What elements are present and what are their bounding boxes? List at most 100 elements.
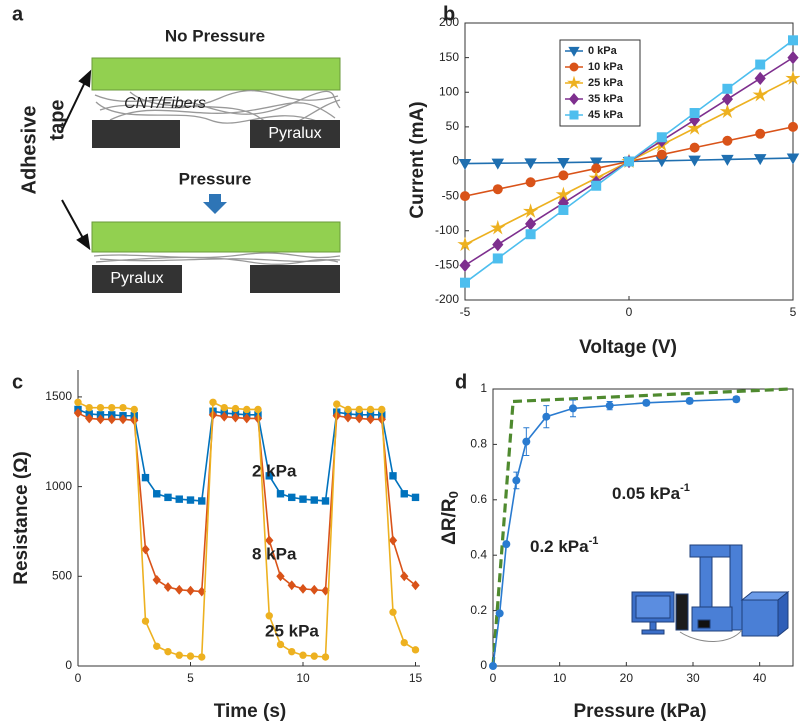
marker <box>755 59 766 70</box>
panel-label: a <box>12 3 24 25</box>
pressure-label: Pressure <box>179 169 252 188</box>
marker <box>624 156 634 167</box>
y-axis-label: Current (mA) <box>407 101 428 218</box>
diagram-title: No Pressure <box>165 26 265 45</box>
marker <box>689 142 700 153</box>
marker <box>343 412 353 423</box>
x-tick-label: 15 <box>409 671 423 685</box>
marker <box>656 132 667 143</box>
marker <box>119 403 127 412</box>
annotation: 0.2 kPa-1 <box>530 535 598 557</box>
marker <box>460 191 470 202</box>
legend-label: 25 kPa <box>588 77 624 89</box>
marker <box>321 653 330 661</box>
marker <box>589 157 603 169</box>
marker <box>299 651 307 659</box>
marker <box>411 646 420 654</box>
marker <box>389 608 397 616</box>
y-tick-label: 50 <box>446 119 460 133</box>
marker <box>457 236 473 252</box>
marker <box>254 405 262 414</box>
marker <box>569 404 577 413</box>
marker <box>755 128 766 139</box>
marker <box>522 203 539 218</box>
marker <box>152 574 161 585</box>
series-label: 8 kPa <box>252 544 297 563</box>
marker <box>299 495 307 503</box>
marker <box>74 398 82 406</box>
y-tick-label: 0.8 <box>470 437 487 451</box>
marker <box>355 405 363 414</box>
x-axis-label: Time (s) <box>214 701 287 722</box>
marker <box>642 398 651 407</box>
x-axis-label: Voltage (V) <box>579 337 677 358</box>
marker <box>753 154 767 166</box>
instrument-icon <box>631 544 790 642</box>
y-tick-label: 0.2 <box>470 603 487 617</box>
x-tick-label: 0 <box>75 671 82 685</box>
marker <box>344 405 352 414</box>
marker <box>787 51 799 65</box>
marker <box>164 647 172 656</box>
x-tick-label: 5 <box>187 671 194 685</box>
marker <box>656 149 667 160</box>
chart-c: c Time (s) Resistance (Ω) 0 5 10 15 0 500 1000 150… <box>11 370 422 722</box>
panel-label: d <box>455 371 467 393</box>
marker <box>754 71 766 86</box>
y-tick-label: -150 <box>435 258 459 272</box>
marker <box>231 412 240 423</box>
y-tick-label: -50 <box>442 188 460 202</box>
marker <box>495 609 504 618</box>
x-tick-label: 0 <box>626 305 633 319</box>
x-tick-label: -5 <box>460 305 471 319</box>
marker <box>524 217 537 231</box>
marker <box>492 253 503 264</box>
marker <box>458 159 472 170</box>
y-tick-label: 100 <box>439 84 459 98</box>
marker <box>276 490 285 498</box>
marker <box>492 237 504 252</box>
marker <box>164 493 172 502</box>
marker <box>96 414 105 425</box>
marker <box>242 413 251 424</box>
electrode <box>92 120 180 148</box>
marker <box>752 86 768 102</box>
marker <box>388 535 398 546</box>
y-tick-label: 1 <box>480 381 487 395</box>
marker <box>459 258 471 272</box>
marker <box>231 404 240 413</box>
marker <box>785 70 800 85</box>
marker <box>525 229 536 240</box>
x-tick-label: 40 <box>753 671 767 685</box>
y-axis-label: ΔR/R0 <box>439 491 461 545</box>
y-tick-label: 150 <box>439 50 459 64</box>
marker <box>153 490 161 498</box>
marker <box>542 412 551 421</box>
legend-label: 45 kPa <box>588 109 624 121</box>
marker <box>460 277 470 288</box>
marker <box>198 653 206 661</box>
panel-label: c <box>12 371 23 393</box>
marker <box>524 158 537 170</box>
y-tick-label: 1000 <box>45 479 72 493</box>
side-label: tape <box>46 99 68 140</box>
marker <box>378 405 386 414</box>
marker <box>163 582 173 593</box>
y-tick-label: -100 <box>435 223 459 237</box>
marker <box>605 401 614 410</box>
marker <box>310 584 319 595</box>
x-tick-label: 5 <box>790 305 797 319</box>
marker <box>355 413 364 424</box>
marker <box>366 405 375 414</box>
legend-label: 35 kPa <box>588 93 624 105</box>
marker <box>689 108 700 119</box>
side-label: Adhesive <box>18 106 40 195</box>
marker <box>722 83 733 94</box>
y-tick-label: 0 <box>452 154 459 168</box>
marker <box>287 580 296 591</box>
marker <box>558 204 569 215</box>
marker <box>512 476 521 485</box>
marker <box>492 184 503 195</box>
marker <box>186 652 195 660</box>
